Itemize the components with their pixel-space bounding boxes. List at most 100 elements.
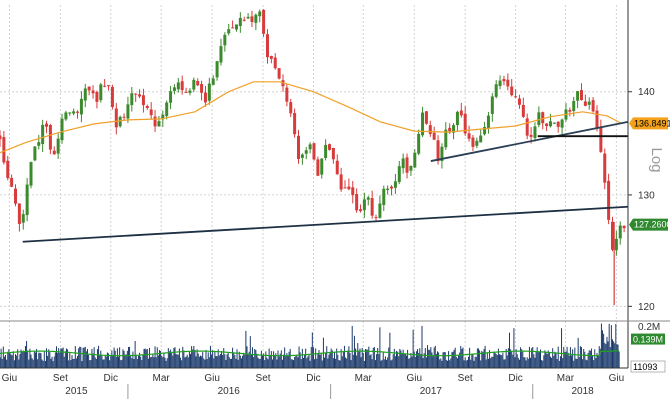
candle-body <box>541 112 545 124</box>
volume-tick-label: 0.2M <box>638 322 660 333</box>
candle-body <box>533 126 537 138</box>
candle-body <box>45 123 49 127</box>
candle-body <box>296 135 300 160</box>
candle-body <box>417 133 421 154</box>
candle-body <box>72 111 76 114</box>
candle-body <box>502 78 506 82</box>
candle-body <box>165 102 169 117</box>
candle-body <box>122 116 126 118</box>
candle-body <box>436 140 440 162</box>
candle-body <box>37 142 41 146</box>
candle-body <box>475 140 479 146</box>
candle-body <box>440 146 444 162</box>
candle-body <box>293 113 297 135</box>
price-tag-box <box>629 117 668 130</box>
price-tag-label: 136.8491 <box>634 118 670 128</box>
y-tick-label: 120 <box>638 302 655 313</box>
candle-body <box>41 124 45 145</box>
volume-tag-label: 0.139M <box>633 335 663 345</box>
candle-body <box>184 91 188 93</box>
candle-body <box>486 115 490 128</box>
volume-layer <box>0 323 620 368</box>
candle-body <box>2 137 6 163</box>
candle-body <box>25 184 29 216</box>
candle-body <box>254 14 258 23</box>
candle-body <box>413 152 417 168</box>
candle-body <box>52 150 56 155</box>
candle-body <box>68 112 72 114</box>
candle-body <box>467 133 471 139</box>
x-tick-label: Giu <box>406 373 422 384</box>
candle-body <box>610 221 614 250</box>
candle-body <box>455 111 459 126</box>
overlay-layer <box>0 81 629 243</box>
candle-body <box>17 203 21 224</box>
price-tag: 136.8491 <box>629 117 670 130</box>
candle-body <box>444 129 448 148</box>
candle-body <box>176 82 180 90</box>
candle-body <box>172 87 176 91</box>
candle-body <box>576 91 580 101</box>
candle-body <box>110 86 114 107</box>
candle-body <box>397 166 401 183</box>
volume-tag-box <box>630 360 666 373</box>
candle-body <box>560 119 564 128</box>
candle-body <box>374 217 378 219</box>
candle-body <box>494 84 498 97</box>
candle-body <box>145 105 149 109</box>
candle-body <box>161 114 165 120</box>
x-tick-label: Mar <box>557 373 575 384</box>
candle-body <box>126 104 130 119</box>
candle-body <box>320 158 324 175</box>
year-label: 2016 <box>218 386 241 397</box>
candle-body <box>409 165 413 171</box>
candle-body <box>459 110 463 116</box>
year-label: 2017 <box>420 386 443 397</box>
price-tag-box <box>629 218 668 231</box>
candle-layer <box>0 9 626 306</box>
candle-body <box>188 90 192 93</box>
price-tag-label: 127.2600 <box>634 220 670 230</box>
candle-body <box>483 127 487 135</box>
volume-tag: 11093 <box>630 360 666 373</box>
candle-body <box>331 147 335 160</box>
candle-body <box>471 137 475 147</box>
candle-body <box>79 98 83 115</box>
volume-tag-box <box>631 333 665 345</box>
candle-body <box>382 188 386 206</box>
candle-body <box>622 225 626 229</box>
candle-body <box>242 19 246 21</box>
candle-body <box>289 102 293 114</box>
candle-body <box>246 16 250 19</box>
candle-body <box>490 96 494 114</box>
year-label: 2018 <box>571 386 594 397</box>
candle-body <box>215 61 219 78</box>
candle-body <box>378 203 382 218</box>
candle-body <box>87 86 91 91</box>
candle-body <box>227 29 231 34</box>
x-tick-label: Dic <box>104 373 118 384</box>
x-tick-label: Set <box>53 373 68 384</box>
candle-body <box>362 199 366 211</box>
candle-body <box>359 209 363 212</box>
candle-body <box>141 95 145 106</box>
candle-body <box>421 112 425 136</box>
candle-body <box>405 157 409 173</box>
x-tick-label: Set <box>256 373 271 384</box>
candle-body <box>355 194 359 211</box>
candle-body <box>432 132 436 140</box>
candle-body <box>545 123 549 127</box>
candle-body <box>366 197 370 200</box>
candle-body <box>149 109 153 116</box>
candle-body <box>273 57 277 69</box>
candle-body <box>304 150 308 154</box>
candle-body <box>568 109 572 112</box>
candle-body <box>219 46 223 63</box>
candle-body <box>258 11 262 17</box>
x-tick-label: Mar <box>355 373 373 384</box>
x-tick-label: Giu <box>204 373 220 384</box>
candle-body <box>277 68 281 79</box>
candle-body <box>130 93 134 106</box>
